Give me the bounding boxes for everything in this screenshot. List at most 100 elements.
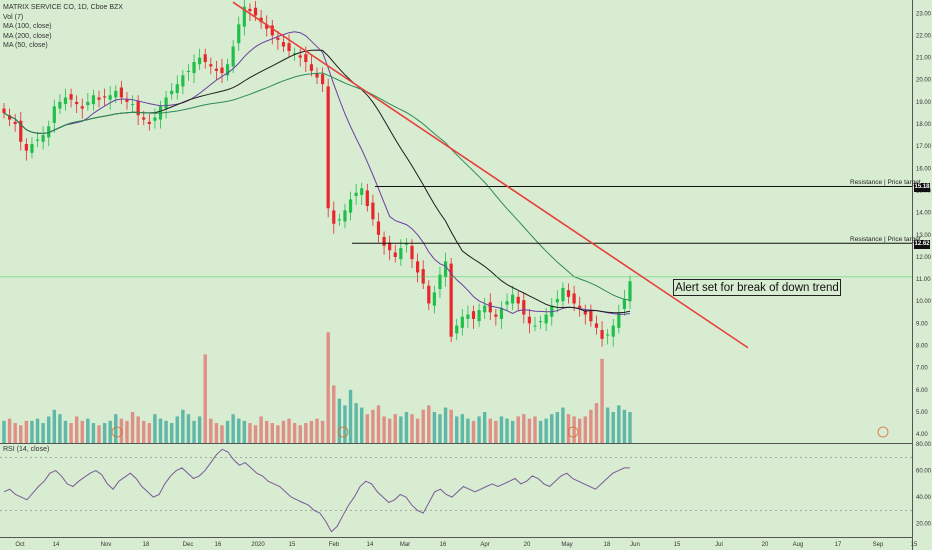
- candle-body: [438, 274, 442, 290]
- volume-bar: [102, 423, 107, 443]
- candle-body: [561, 287, 565, 302]
- candle-body: [30, 143, 34, 153]
- candle-body: [108, 95, 112, 100]
- candle-body: [97, 97, 101, 100]
- volume-bar: [577, 418, 582, 443]
- volume-bar: [58, 414, 62, 443]
- candle-body: [192, 62, 196, 74]
- volume-bar: [371, 409, 375, 443]
- candle-body: [343, 210, 347, 222]
- price-tag-upper: 15.18: [914, 183, 930, 192]
- rsi-tick-label: 80.00: [916, 442, 932, 448]
- candle-body: [231, 46, 235, 67]
- volume-bar: [52, 409, 57, 443]
- candle-body: [86, 101, 90, 106]
- volume-bar: [237, 418, 241, 443]
- candle-body: [483, 305, 487, 313]
- volume-bar: [471, 420, 476, 443]
- legend-ma100: MA (100, close): [3, 23, 52, 30]
- candle-body: [175, 84, 179, 94]
- volume-bar: [287, 418, 291, 443]
- candle-body: [69, 94, 73, 100]
- price-tick-label: 20.00: [916, 78, 932, 84]
- candle-body: [186, 70, 191, 72]
- time-tick-label: 16: [440, 542, 447, 548]
- candle-body: [488, 302, 492, 313]
- rsi-legend: RSI (14, close): [3, 446, 50, 453]
- time-tick-label: Jun: [630, 542, 640, 548]
- time-tick-label: 17: [835, 542, 842, 548]
- price-tick-label: 13.00: [916, 233, 932, 239]
- candle-body: [388, 242, 392, 251]
- time-tick-label: Sep: [873, 542, 884, 548]
- time-tick-label: May: [561, 542, 572, 548]
- price-tick-label: 5.00: [916, 410, 928, 416]
- candle-body: [253, 7, 258, 16]
- alert-annotation[interactable]: Alert set for break of down trend: [673, 279, 841, 296]
- legend-volume: Vol (7): [3, 13, 24, 21]
- time-tick-label: Oct: [15, 542, 25, 548]
- price-tick-label: 7.00: [916, 366, 928, 372]
- volume-bar: [114, 414, 118, 443]
- candle-body: [153, 117, 157, 121]
- volume-bar: [175, 416, 179, 443]
- ma-200-line: [3, 72, 631, 301]
- rsi-tick-label: 20.00: [916, 522, 932, 528]
- volume-bar: [74, 416, 79, 443]
- volume-bar: [7, 418, 12, 443]
- candle-body: [538, 321, 543, 323]
- price-tick-label: 14.00: [916, 211, 932, 217]
- volume-bar: [181, 409, 185, 443]
- candle-body: [242, 6, 246, 27]
- time-tick-label: 18: [143, 542, 150, 548]
- candle-body: [628, 281, 632, 302]
- volume-bar: [382, 416, 386, 443]
- volume-bar: [197, 416, 202, 443]
- time-tick-label: Jul: [715, 542, 723, 548]
- volume-bar: [63, 420, 68, 443]
- volume-bar: [326, 332, 330, 443]
- volume-bar: [304, 423, 308, 443]
- candle-body: [298, 55, 302, 58]
- candle-body: [63, 97, 68, 105]
- volume-bar: [566, 414, 571, 443]
- candle-body: [533, 325, 537, 327]
- volume-bar: [80, 420, 84, 443]
- time-tick-label: 15: [911, 542, 918, 548]
- volume-bar: [555, 411, 560, 443]
- candle-body: [91, 95, 96, 105]
- candle-body: [125, 99, 129, 102]
- volume-bar: [320, 420, 325, 443]
- volume-bar: [360, 407, 364, 443]
- price-tick-label: 19.00: [916, 100, 932, 106]
- candle-body: [527, 316, 531, 324]
- time-tick-label: Feb: [329, 542, 340, 548]
- candle-body: [421, 269, 425, 284]
- legend-ma200: MA (200, close): [3, 32, 52, 40]
- price-tick-label: 12.00: [916, 255, 932, 261]
- volume-bar: [2, 420, 6, 443]
- candle-body: [147, 121, 151, 125]
- volume-bar: [281, 420, 286, 443]
- candle-body: [248, 8, 252, 12]
- candle-body: [220, 67, 224, 74]
- volume-bar: [538, 420, 543, 443]
- candle-body: [583, 310, 587, 315]
- candle-body: [382, 237, 386, 246]
- volume-bar: [488, 418, 492, 443]
- volume-bar: [438, 414, 442, 443]
- volume-bar: [119, 418, 124, 443]
- chart-legend: MATRIX SERVICE CO, 1D, Cboe BZX Vol (7) …: [3, 3, 123, 51]
- candle-body: [19, 120, 23, 142]
- volume-bar: [169, 423, 174, 443]
- candle-body: [505, 301, 509, 305]
- volume-bar: [432, 411, 437, 443]
- candle-body: [7, 115, 12, 120]
- volume-bar: [309, 420, 314, 443]
- price-tick-label: 23.00: [916, 11, 932, 17]
- volume-bar: [415, 418, 420, 443]
- volume-bar: [499, 416, 504, 443]
- volume-bar: [164, 420, 168, 443]
